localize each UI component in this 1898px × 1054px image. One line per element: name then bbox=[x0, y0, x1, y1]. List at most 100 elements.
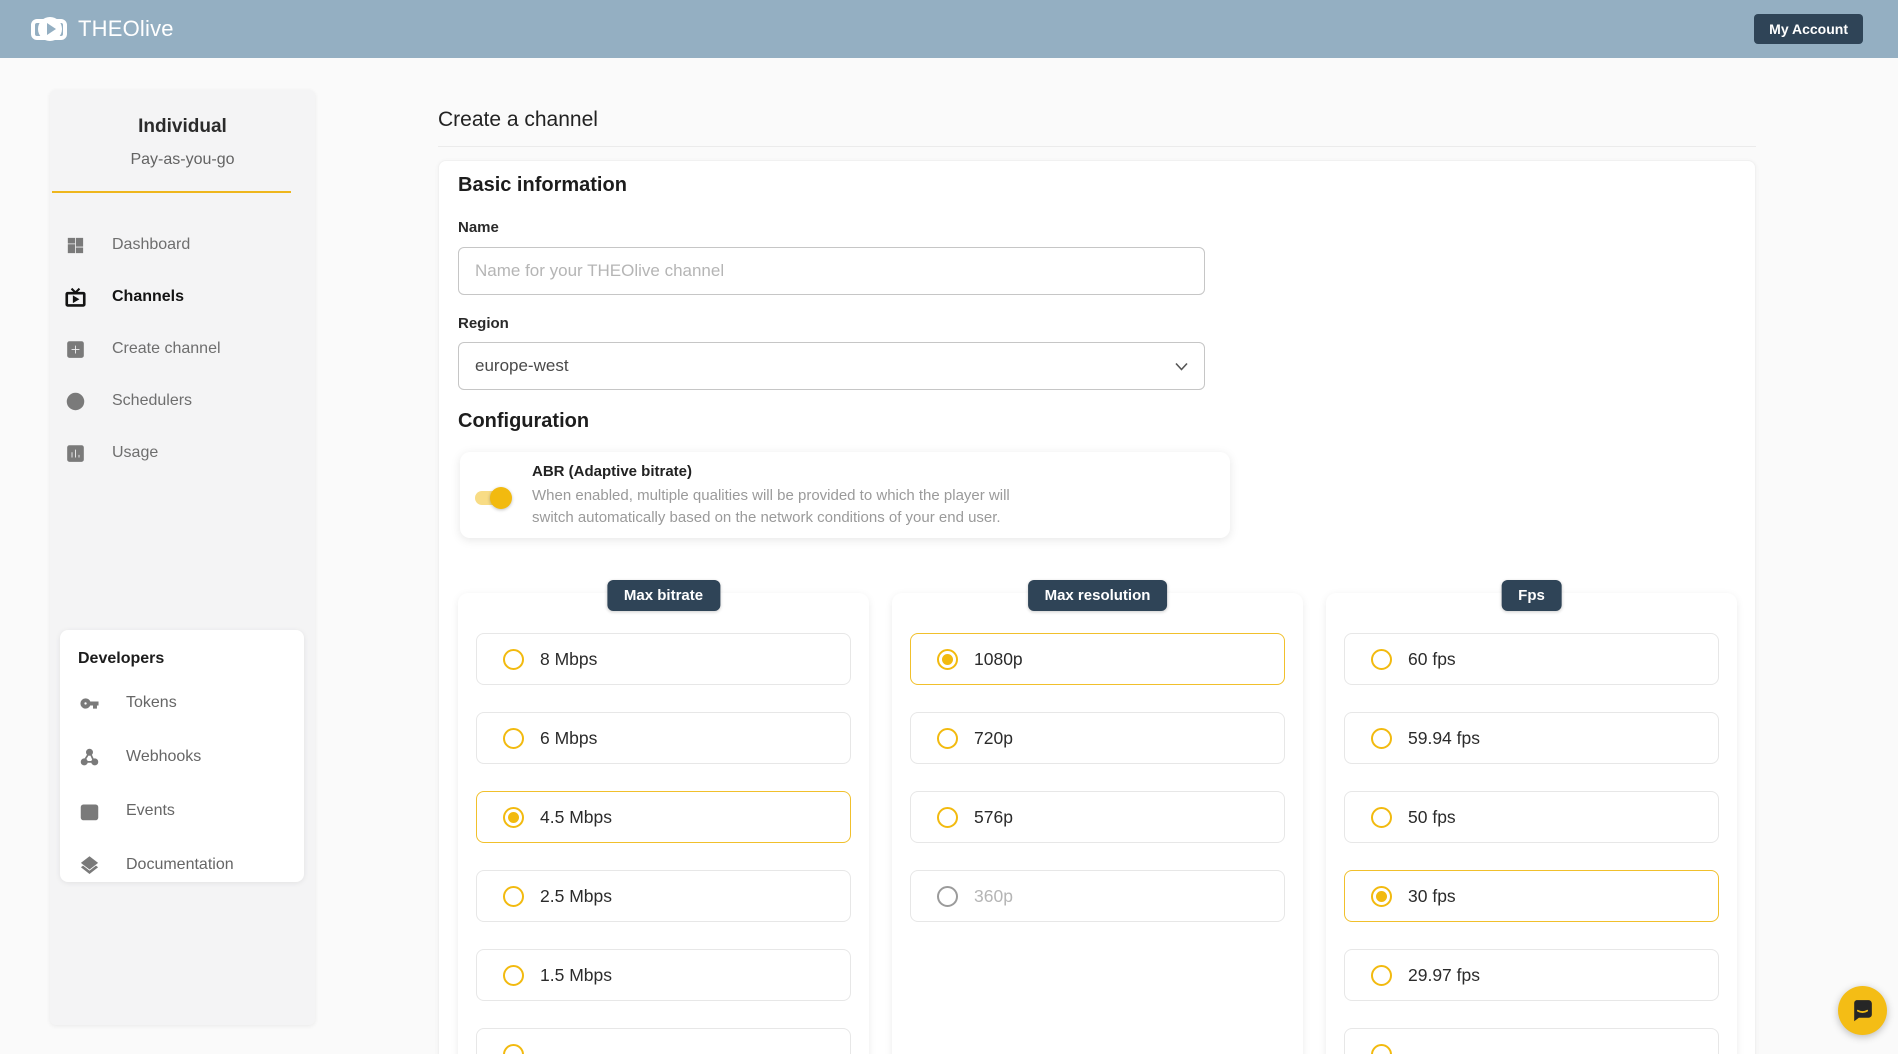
developers-title: Developers bbox=[78, 650, 165, 667]
option-groups-row: Max bitrate 8 Mbps 6 Mbps 4.5 Mbps 2.5 M… bbox=[458, 580, 1737, 1054]
developers-item-documentation[interactable]: Documentation bbox=[72, 838, 304, 892]
developers-item-tokens[interactable]: Tokens bbox=[72, 676, 304, 730]
option-360p: 360p bbox=[910, 870, 1285, 922]
radio-icon bbox=[503, 727, 524, 749]
radio-icon bbox=[503, 648, 524, 670]
radio-icon bbox=[1371, 727, 1392, 749]
option-item[interactable] bbox=[1344, 1028, 1719, 1054]
webhook-icon bbox=[78, 746, 100, 768]
calendar-icon bbox=[78, 800, 100, 822]
radio-icon bbox=[1371, 885, 1392, 907]
radio-icon bbox=[1371, 1043, 1392, 1054]
radio-option-label: 30 fps bbox=[1408, 885, 1456, 906]
radio-icon bbox=[937, 727, 958, 749]
chat-launcher-button[interactable] bbox=[1838, 986, 1887, 1035]
option-2-5-mbps[interactable]: 2.5 Mbps bbox=[476, 870, 851, 922]
title-divider bbox=[438, 146, 1756, 147]
option-6-mbps[interactable]: 6 Mbps bbox=[476, 712, 851, 764]
abr-title: ABR (Adaptive bitrate) bbox=[532, 463, 693, 480]
sidebar-item-usage[interactable]: Usage bbox=[50, 427, 315, 479]
radio-option-label: 4.5 Mbps bbox=[540, 806, 612, 827]
clock-icon bbox=[64, 390, 86, 412]
plan-name: Individual bbox=[138, 116, 227, 137]
radio-option-label: 2.5 Mbps bbox=[540, 885, 612, 906]
developers-list: Tokens Webhooks Events Documentation bbox=[72, 676, 304, 892]
tv-icon bbox=[64, 286, 86, 308]
key-icon bbox=[78, 692, 100, 714]
sidebar-item-dashboard[interactable]: Dashboard bbox=[50, 219, 315, 271]
radio-icon bbox=[1371, 806, 1392, 828]
nav-item-label: Channels bbox=[112, 288, 185, 305]
developer-item-label: Tokens bbox=[126, 694, 177, 711]
plus-square-icon bbox=[64, 338, 86, 360]
region-selected-value: europe-west bbox=[475, 356, 569, 375]
radio-option-label: 50 fps bbox=[1408, 806, 1456, 827]
sidebar-item-create-channel[interactable]: Create channel bbox=[50, 323, 315, 375]
radio-icon bbox=[1371, 964, 1392, 986]
developer-item-label: Webhooks bbox=[126, 748, 202, 765]
option-30-fps[interactable]: 30 fps bbox=[1344, 870, 1719, 922]
option-720p[interactable]: 720p bbox=[910, 712, 1285, 764]
option-59-94-fps[interactable]: 59.94 fps bbox=[1344, 712, 1719, 764]
radio-icon bbox=[1371, 648, 1392, 670]
option-group-badge: Max bitrate bbox=[606, 580, 721, 611]
plan-type: Pay-as-you-go bbox=[130, 151, 235, 168]
option-item[interactable] bbox=[476, 1028, 851, 1054]
radio-option-label: 360p bbox=[974, 885, 1013, 906]
option-1080p[interactable]: 1080p bbox=[910, 633, 1285, 685]
channel-name-input[interactable] bbox=[458, 247, 1205, 295]
sidebar: Individual Pay-as-you-go Dashboard Chann… bbox=[50, 90, 315, 1025]
sidebar-nav: Dashboard Channels Create channel Schedu… bbox=[50, 219, 315, 479]
radio-option-label: 1.5 Mbps bbox=[540, 964, 612, 985]
sidebar-item-channels[interactable]: Channels bbox=[50, 271, 315, 323]
plan-underline bbox=[52, 191, 291, 193]
nav-item-label: Create channel bbox=[112, 340, 221, 357]
abr-toggle[interactable] bbox=[475, 486, 527, 510]
region-label: Region bbox=[458, 315, 509, 332]
brand-name: THEOlive bbox=[78, 16, 174, 41]
region-select[interactable]: europe-west bbox=[458, 342, 1205, 390]
chevron-down-icon bbox=[1175, 362, 1188, 371]
developer-item-label: Events bbox=[126, 802, 175, 819]
option-group-badge: Fps bbox=[1501, 580, 1562, 611]
option-29-97-fps[interactable]: 29.97 fps bbox=[1344, 949, 1719, 1001]
bar-chart-icon bbox=[64, 442, 86, 464]
radio-icon bbox=[503, 964, 524, 986]
developers-item-events[interactable]: Events bbox=[72, 784, 304, 838]
radio-icon bbox=[503, 806, 524, 828]
abr-description: When enabled, multiple qualities will be… bbox=[532, 487, 1010, 526]
radio-option-label: 29.97 fps bbox=[1408, 964, 1480, 985]
sidebar-item-schedulers[interactable]: Schedulers bbox=[50, 375, 315, 427]
radio-option-label: 59.94 fps bbox=[1408, 727, 1480, 748]
option-group-fps: Fps 60 fps 59.94 fps 50 fps 30 fps 29.97… bbox=[1326, 580, 1737, 1054]
radio-option-label: 720p bbox=[974, 727, 1013, 748]
option-576p[interactable]: 576p bbox=[910, 791, 1285, 843]
brand-logo[interactable]: THEOlive bbox=[31, 14, 174, 44]
chat-bubble-icon bbox=[1854, 1000, 1872, 1022]
my-account-button[interactable]: My Account bbox=[1754, 14, 1863, 44]
developers-card: Developers Tokens Webhooks Events Docume… bbox=[60, 630, 304, 882]
topbar: THEOlive My Account bbox=[0, 0, 1898, 58]
option-60-fps[interactable]: 60 fps bbox=[1344, 633, 1719, 685]
radio-option-label: 60 fps bbox=[1408, 648, 1456, 669]
option-1-5-mbps[interactable]: 1.5 Mbps bbox=[476, 949, 851, 1001]
nav-item-label: Dashboard bbox=[112, 236, 191, 253]
layers-icon bbox=[78, 854, 100, 876]
option-50-fps[interactable]: 50 fps bbox=[1344, 791, 1719, 843]
developer-item-label: Documentation bbox=[126, 856, 234, 873]
dashboard-icon bbox=[64, 234, 86, 256]
radio-icon bbox=[937, 648, 958, 670]
nav-item-label: Schedulers bbox=[112, 392, 193, 409]
option-4-5-mbps[interactable]: 4.5 Mbps bbox=[476, 791, 851, 843]
abr-card: ABR (Adaptive bitrate) When enabled, mul… bbox=[460, 452, 1230, 538]
option-group-max-bitrate: Max bitrate 8 Mbps 6 Mbps 4.5 Mbps 2.5 M… bbox=[458, 580, 869, 1054]
option-group-max-resolution: Max resolution 1080p 720p 576p 360p bbox=[892, 580, 1303, 1054]
radio-icon bbox=[503, 885, 524, 907]
page-title: Create a channel bbox=[438, 108, 598, 131]
developers-item-webhooks[interactable]: Webhooks bbox=[72, 730, 304, 784]
radio-option-label: 1080p bbox=[974, 648, 1023, 669]
option-8-mbps[interactable]: 8 Mbps bbox=[476, 633, 851, 685]
radio-icon bbox=[937, 885, 958, 907]
nav-item-label: Usage bbox=[112, 444, 159, 461]
